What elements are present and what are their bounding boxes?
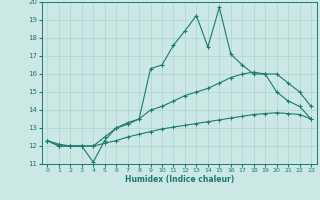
X-axis label: Humidex (Indice chaleur): Humidex (Indice chaleur) bbox=[124, 175, 234, 184]
